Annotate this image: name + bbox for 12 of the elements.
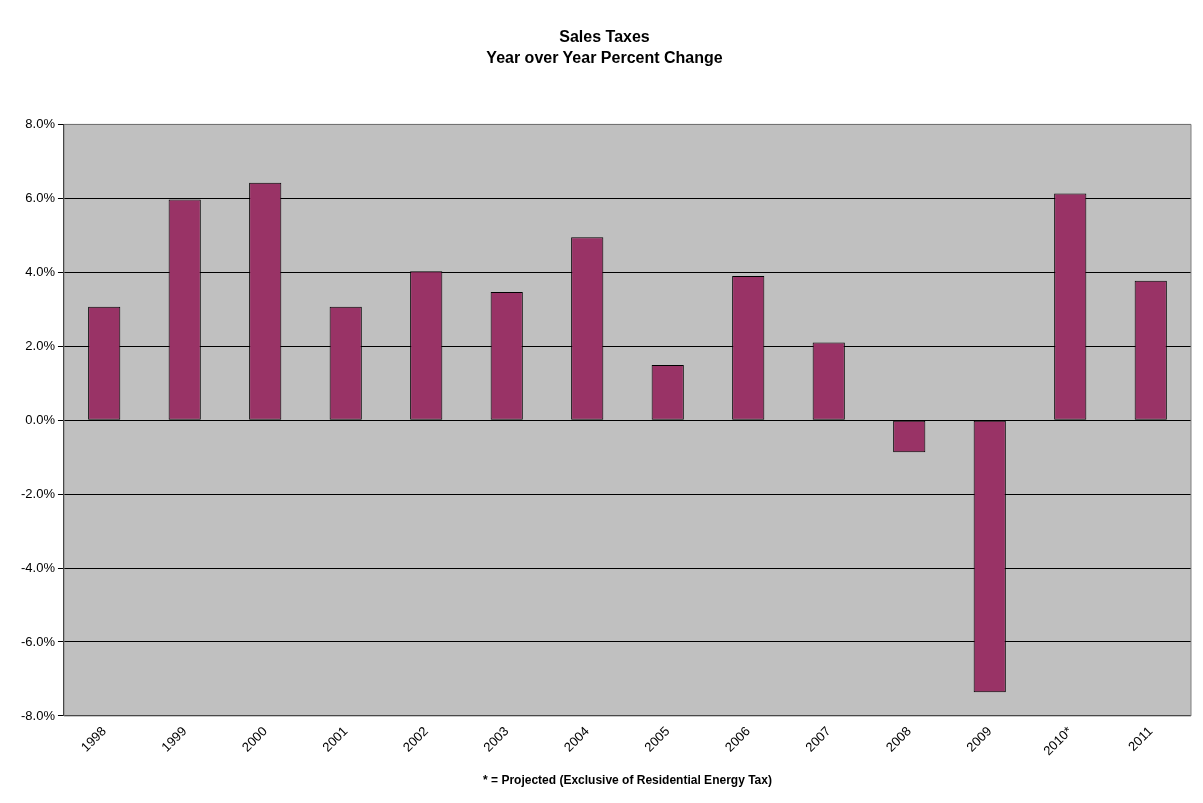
chart-title: Sales Taxes: [559, 28, 650, 46]
text: * = Projected (Exclusive of Residential Energy Tax): [483, 773, 772, 788]
y-tick-label: 2.0%: [25, 337, 56, 353]
chart-subtitle: Year over Year Percent Change: [486, 49, 723, 67]
y-tick-label: 0.0%: [25, 411, 56, 427]
y-tick-label: -8.0%: [20, 707, 56, 723]
y-tick-label: -4.0%: [20, 559, 56, 575]
y-tick-label: 4.0%: [25, 263, 56, 279]
y-tick-label: -6.0%: [20, 633, 56, 649]
y-tick-label: 8.0%: [25, 115, 56, 131]
y-tick-label: 6.0%: [25, 189, 56, 205]
y-tick-label: -2.0%: [20, 485, 56, 501]
